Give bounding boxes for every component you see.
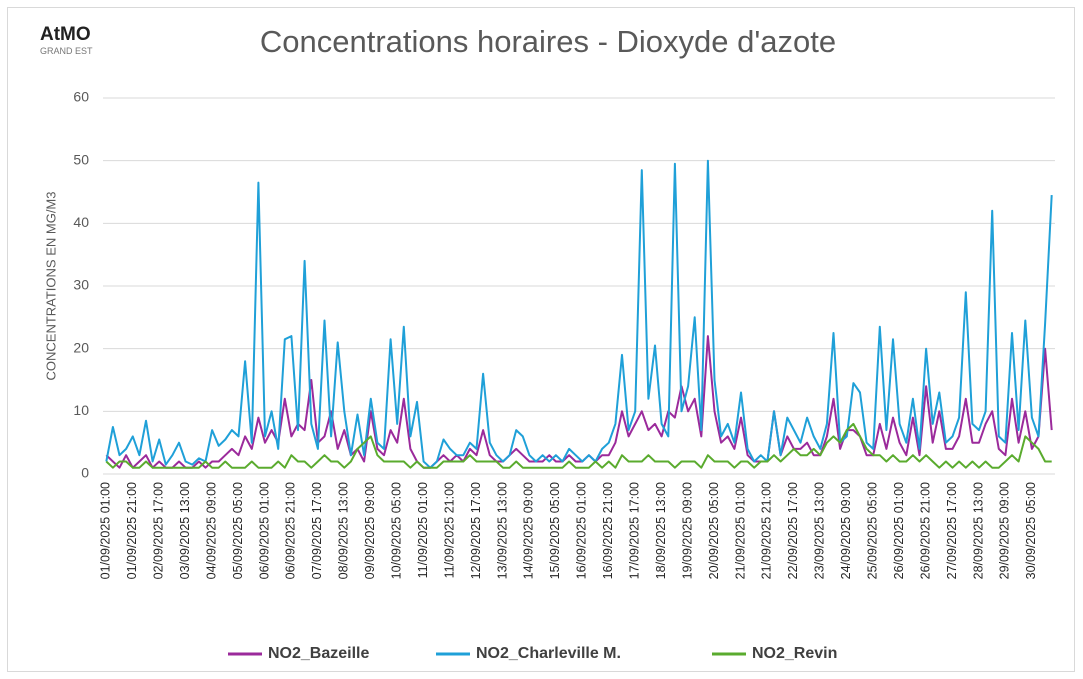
x-tick-label: 06/09/2025 01:00 bbox=[257, 482, 271, 579]
x-tick-label: 26/09/2025 21:00 bbox=[918, 482, 932, 579]
y-tick-label: 40 bbox=[73, 214, 89, 230]
legend: NO2_Bazeille NO2_Charleville M. NO2_Revin bbox=[228, 645, 837, 662]
x-tick-label: 13/09/2025 13:00 bbox=[495, 482, 509, 579]
x-tick-label: 17/09/2025 17:00 bbox=[627, 482, 641, 579]
x-tick-label: 28/09/2025 13:00 bbox=[971, 482, 985, 579]
y-tick-label: 30 bbox=[73, 277, 89, 293]
x-tick-label: 07/09/2025 17:00 bbox=[310, 482, 324, 579]
legend-label: NO2_Revin bbox=[752, 645, 837, 662]
x-tick-label: 24/09/2025 09:00 bbox=[839, 482, 853, 579]
x-tick-label: 01/09/2025 21:00 bbox=[125, 482, 139, 579]
x-tick-label: 03/09/2025 13:00 bbox=[178, 482, 192, 579]
legend-label: NO2_Charleville M. bbox=[476, 645, 621, 662]
logo-region: GRAND EST bbox=[40, 46, 93, 56]
series-line bbox=[105, 422, 1052, 469]
x-tick-label: 21/09/2025 01:00 bbox=[733, 482, 747, 579]
logo-name: AtMO bbox=[40, 24, 91, 45]
x-tick-label: 25/09/2025 05:00 bbox=[865, 482, 879, 579]
y-tick-label: 50 bbox=[73, 151, 89, 167]
x-tick-label: 30/09/2025 05:00 bbox=[1024, 482, 1038, 579]
x-tick-label: 16/09/2025 01:00 bbox=[575, 482, 589, 579]
y-tick-label: 60 bbox=[73, 89, 89, 105]
x-tick-label: 26/09/2025 01:00 bbox=[892, 482, 906, 579]
x-tick-label: 29/09/2025 09:00 bbox=[998, 482, 1012, 579]
x-tick-label: 22/09/2025 17:00 bbox=[786, 482, 800, 579]
legend-label: NO2_Bazeille bbox=[268, 645, 369, 662]
y-tick-label: 20 bbox=[73, 339, 89, 355]
x-tick-label: 08/09/2025 13:00 bbox=[337, 482, 351, 579]
x-tick-label: 06/09/2025 21:00 bbox=[284, 482, 298, 579]
x-tick-label: 14/09/2025 09:00 bbox=[522, 482, 536, 579]
x-tick-label: 02/09/2025 17:00 bbox=[151, 482, 165, 579]
x-tick-label: 10/09/2025 05:00 bbox=[389, 482, 403, 579]
x-tick-label: 04/09/2025 09:00 bbox=[204, 482, 218, 579]
x-tick-label: 23/09/2025 13:00 bbox=[813, 482, 827, 579]
x-tick-label: 01/09/2025 01:00 bbox=[99, 482, 113, 579]
x-tick-label: 05/09/2025 05:00 bbox=[231, 482, 245, 579]
x-tick-label: 21/09/2025 21:00 bbox=[760, 482, 774, 579]
x-tick-label: 09/09/2025 09:00 bbox=[363, 482, 377, 579]
x-tick-label: 11/09/2025 01:00 bbox=[416, 482, 430, 578]
x-tick-label: 15/09/2025 05:00 bbox=[548, 482, 562, 579]
series-line bbox=[105, 159, 1053, 469]
chart-title: Concentrations horaires - Dioxyde d'azot… bbox=[260, 24, 836, 59]
x-tick-label: 20/09/2025 05:00 bbox=[707, 482, 721, 579]
y-tick-label: 10 bbox=[73, 402, 89, 418]
y-tick-label: 0 bbox=[81, 465, 89, 481]
y-axis-label: CONCENTRATIONS EN MG/M3 bbox=[43, 192, 58, 381]
series-line bbox=[105, 335, 1053, 469]
x-tick-label: 27/09/2025 17:00 bbox=[945, 482, 959, 579]
x-tick-label: 18/09/2025 13:00 bbox=[654, 482, 668, 579]
x-tick-label: 12/09/2025 17:00 bbox=[469, 482, 483, 579]
x-tick-label: 16/09/2025 21:00 bbox=[601, 482, 615, 579]
x-tick-label: 11/09/2025 21:00 bbox=[442, 482, 456, 578]
chart-frame bbox=[7, 7, 1075, 672]
x-tick-label: 19/09/2025 09:00 bbox=[680, 482, 694, 579]
